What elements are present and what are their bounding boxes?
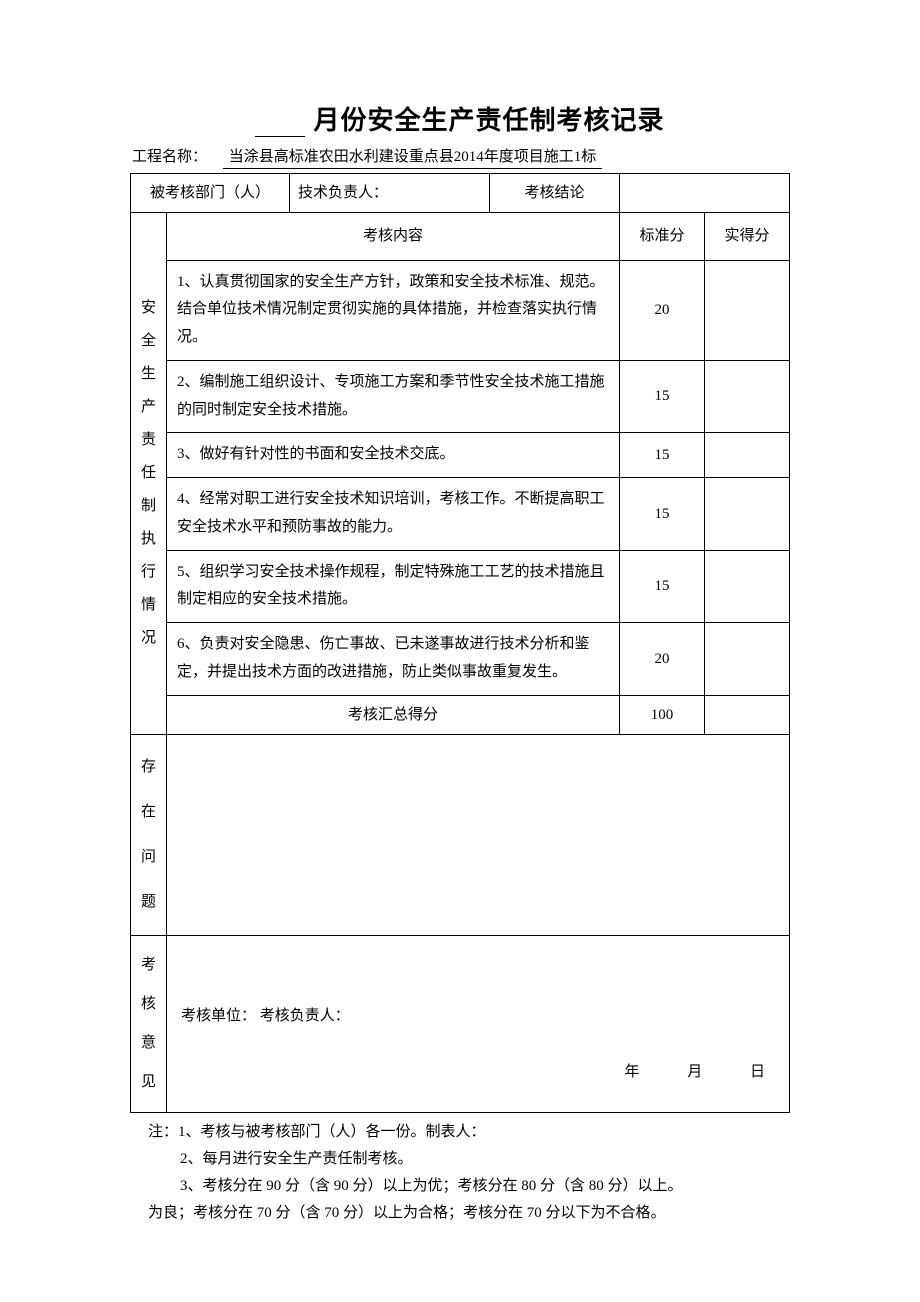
date-year-label: 年: [624, 1064, 641, 1080]
summary-score: 100: [620, 695, 705, 734]
table-row: 1、认真贯彻国家的安全生产方针，政策和安全技术标准、规范。结合单位技术情况制定贯…: [131, 260, 790, 360]
item-score: 20: [620, 623, 705, 696]
col-header-content: 考核内容: [167, 213, 620, 260]
item-score: 15: [620, 360, 705, 433]
side-label-problem: 存 在 问 题: [131, 734, 167, 935]
summary-actual: [705, 695, 790, 734]
item-score: 15: [620, 478, 705, 551]
item-actual: [705, 478, 790, 551]
note-line: 注：1、考核与被考核部门（人）各一份。制表人：: [148, 1119, 788, 1146]
item-text: 5、组织学习安全技术操作规程，制定特殊施工工艺的技术措施且制定相应的安全技术措施…: [167, 550, 620, 623]
page-container: 月份安全生产责任制考核记录 工程名称： 当涂县高标准农田水利建设重点县2014年…: [0, 0, 920, 1302]
title-text: 月份安全生产责任制考核记录: [313, 106, 664, 135]
item-actual: [705, 433, 790, 478]
project-row: 工程名称： 当涂县高标准农田水利建设重点县2014年度项目施工1标: [130, 145, 790, 169]
table-row: 6、负责对安全隐患、伤亡事故、已未遂事故进行技术分析和鉴定，并提出技术方面的改进…: [131, 623, 790, 696]
conclusion-value: [620, 174, 790, 213]
table-row: 考 核 意 见 考核单位： 考核负责人： 年 月 日: [131, 935, 790, 1112]
item-text: 1、认真贯彻国家的安全生产方针，政策和安全技术标准、规范。结合单位技术情况制定贯…: [167, 260, 620, 360]
note-line: 为良；考核分在 70 分（含 70 分）以上为合格；考核分在 70 分以下为不合…: [148, 1200, 788, 1227]
item-actual: [705, 550, 790, 623]
table-row: 2、编制施工组织设计、专项施工方案和季节性安全技术施工措施的同时制定安全技术措施…: [131, 360, 790, 433]
table-row: 安 全 生 产 责 任 制 执 行 情 况 考核内容 标准分 实得分: [131, 213, 790, 260]
note-line: 2、每月进行安全生产责任制考核。: [148, 1146, 788, 1173]
project-value: 当涂县高标准农田水利建设重点县2014年度项目施工1标: [223, 145, 603, 169]
side-label-opinion: 考 核 意 见: [131, 935, 167, 1112]
item-score: 15: [620, 550, 705, 623]
assessment-table: 被考核部门（人） 技术负责人： 考核结论 安 全 生 产 责 任 制 执 行 情…: [130, 173, 790, 1113]
date-month-label: 月: [687, 1064, 704, 1080]
tech-leader-label: 技术负责人：: [290, 174, 490, 213]
side-label-execution: 安 全 生 产 责 任 制 执 行 情 况: [131, 213, 167, 735]
project-label: 工程名称：: [132, 149, 207, 165]
table-row: 3、做好有针对性的书面和安全技术交底。 15: [131, 433, 790, 478]
title-row: 月份安全生产责任制考核记录: [130, 100, 790, 137]
item-text: 3、做好有针对性的书面和安全技术交底。: [167, 433, 620, 478]
conclusion-label: 考核结论: [490, 174, 620, 213]
note-text: 1、考核与被考核部门（人）各一份。制表人：: [178, 1124, 486, 1140]
item-actual: [705, 260, 790, 360]
table-row: 被考核部门（人） 技术负责人： 考核结论: [131, 174, 790, 213]
notes-section: 注：1、考核与被考核部门（人）各一份。制表人： 2、每月进行安全生产责任制考核。…: [130, 1113, 790, 1227]
note-line: 3、考核分在 90 分（含 90 分）以上为优；考核分在 80 分（含 80 分…: [148, 1173, 788, 1200]
col-header-std-score: 标准分: [620, 213, 705, 260]
opinion-body: 考核单位： 考核负责人：: [181, 1003, 775, 1029]
assessed-dept-label: 被考核部门（人）: [131, 174, 290, 213]
item-score: 20: [620, 260, 705, 360]
item-score: 15: [620, 433, 705, 478]
opinion-cell: 考核单位： 考核负责人： 年 月 日: [167, 935, 790, 1112]
item-text: 6、负责对安全隐患、伤亡事故、已未遂事故进行技术分析和鉴定，并提出技术方面的改进…: [167, 623, 620, 696]
item-actual: [705, 360, 790, 433]
table-row: 4、经常对职工进行安全技术知识培训，考核工作。不断提高职工安全技术水平和预防事故…: [131, 478, 790, 551]
title-month-blank: [255, 111, 305, 137]
table-row: 存 在 问 题: [131, 734, 790, 935]
col-header-actual-score: 实得分: [705, 213, 790, 260]
item-actual: [705, 623, 790, 696]
opinion-date: 年 月 日: [181, 1059, 775, 1085]
item-text: 4、经常对职工进行安全技术知识培训，考核工作。不断提高职工安全技术水平和预防事故…: [167, 478, 620, 551]
table-row: 5、组织学习安全技术操作规程，制定特殊施工工艺的技术措施且制定相应的安全技术措施…: [131, 550, 790, 623]
problem-cell: [167, 734, 790, 935]
notes-prefix: 注：: [148, 1124, 178, 1140]
item-text: 2、编制施工组织设计、专项施工方案和季节性安全技术施工措施的同时制定安全技术措施…: [167, 360, 620, 433]
table-row: 考核汇总得分 100: [131, 695, 790, 734]
date-day-label: 日: [750, 1064, 767, 1080]
summary-label: 考核汇总得分: [167, 695, 620, 734]
